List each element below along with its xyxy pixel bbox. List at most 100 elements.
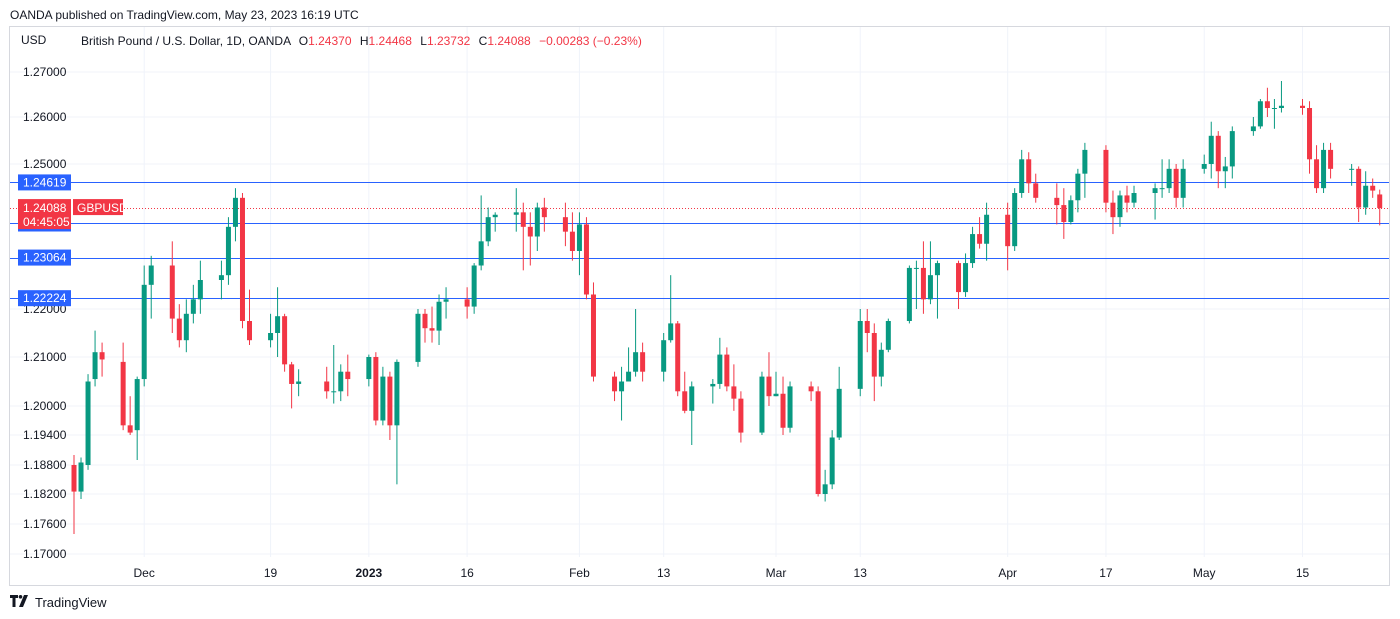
candle [1349,164,1355,186]
footer-brand[interactable]: TradingView [35,595,107,610]
candle [878,342,884,387]
candle [934,260,940,319]
candle-body [626,371,632,382]
candle-body [1012,193,1018,247]
candle-body [633,352,639,372]
candle [1019,149,1025,198]
candle [190,284,196,324]
candle [289,361,295,409]
candle [436,294,442,345]
candle [829,430,835,490]
candle-body [338,371,344,392]
level-tag-bg [18,174,71,191]
ohlc-open-key: O [299,34,308,48]
candle-body [913,267,919,269]
candle [78,457,84,499]
candle [99,342,105,377]
y-tick-label: 1.27000 [23,65,67,79]
candle-body [1222,166,1228,172]
candle [1278,81,1284,113]
candle [871,323,877,402]
x-tick-label: 16 [460,566,474,580]
x-tick-label: 17 [1099,566,1113,580]
candle [1356,166,1362,222]
candle-body [268,333,274,341]
candle [1201,154,1207,174]
candle [1257,99,1263,129]
candle [1005,202,1011,271]
candle-body [970,234,976,264]
level-tag-bg [18,249,71,266]
price-axis[interactable]: 1.270001.260001.250001.220001.210001.200… [23,65,67,561]
candle-body [394,361,400,426]
candle [640,342,646,382]
candle-body [689,386,695,411]
candle-body [92,352,98,380]
ohlc-high-key: H [360,34,369,48]
change-value: −0.00283 (−0.23%) [539,34,642,48]
candle-body [380,376,386,421]
candle [569,212,575,261]
candle [429,306,435,343]
time-axis[interactable]: Dec19202316Feb13Mar13Apr17May1529 [134,566,1389,580]
x-tick-label: Apr [998,566,1017,580]
candle [1082,142,1088,198]
candle-body [787,386,793,428]
tradingview-logo-icon[interactable] [10,595,30,610]
price-chart[interactable]: 1.270001.260001.250001.220001.210001.200… [10,27,1389,585]
candle-body [977,234,983,244]
candle [232,188,238,242]
candle-body [471,265,477,307]
candle-body [822,484,828,494]
instrument-name: British Pound / U.S. Dollar, 1D, OANDA [81,34,291,48]
candle [296,369,302,397]
x-tick-label: May [1193,566,1216,580]
x-tick-label: 13 [657,566,671,580]
candle-body [275,316,281,333]
candle [1300,99,1305,115]
candle-body [619,381,625,392]
candle [808,381,814,402]
level-tag-label: 1.23064 [23,251,67,265]
candle-body [1068,200,1074,222]
candle [1264,87,1270,117]
candle [1068,195,1074,225]
candle-body [808,386,814,392]
x-tick-label: 19 [264,566,278,580]
candle-body [289,364,295,384]
candle-body [169,265,175,319]
symbol-tag-bg [73,199,123,216]
last-price-bg [18,199,71,230]
candle [626,347,632,382]
x-tick-label: 13 [854,566,868,580]
candle [1229,126,1235,179]
candle-body [520,212,526,227]
candle [394,359,400,485]
candle [1321,142,1327,193]
symbol-tag-label: GBPUSD [77,201,128,215]
y-tick-label: 1.17600 [23,517,67,531]
candle [1061,188,1067,239]
candle [717,337,723,389]
candle [176,304,182,348]
y-tick-label: 1.21000 [23,350,67,364]
candle-body [436,301,442,331]
candle-body [1159,188,1165,190]
level-tag-label: 1.22224 [23,291,67,305]
candle [612,371,618,402]
candle-body [541,207,547,218]
candle [780,376,786,435]
y-tick-label: 1.17000 [23,547,67,561]
candle [324,366,330,399]
candle [1110,190,1116,235]
candle-body [1005,214,1011,247]
countdown: 04:45:05 [23,215,70,229]
candle [956,260,962,309]
candle [1117,190,1123,227]
candle [562,202,568,247]
candle-body [920,267,926,300]
candle-body [640,352,646,372]
candle-body [534,207,540,237]
candle-body [527,226,533,237]
candle [977,217,983,249]
